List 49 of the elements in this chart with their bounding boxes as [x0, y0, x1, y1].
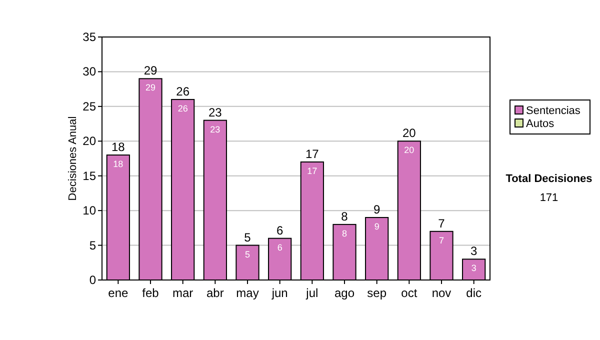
y-tick-label: 20: [82, 134, 96, 148]
text: Total Decisiones: [506, 173, 592, 185]
x-tick-label: jun: [270, 286, 288, 300]
text: 171: [540, 192, 558, 204]
total-label: 9: [373, 202, 380, 217]
data-label: 20: [404, 145, 414, 156]
data-label: 5: [244, 249, 250, 260]
total-label: 17: [305, 146, 320, 161]
data-label: 26: [178, 103, 188, 114]
data-label: 9: [374, 222, 380, 232]
total-label: 7: [438, 216, 446, 230]
x-tick-label: may: [236, 286, 259, 300]
x-tick-label: ago: [334, 286, 355, 300]
total-label: 20: [402, 126, 416, 140]
total-label: 6: [276, 223, 284, 238]
data-label: 29: [145, 82, 156, 93]
total-label: 3: [470, 244, 478, 258]
y-axis-title: Decisiones Anual: [67, 116, 79, 201]
total-label: 29: [144, 64, 158, 78]
data-label: 23: [210, 124, 220, 134]
data-label: 6: [277, 242, 282, 252]
data-label: 17: [307, 166, 318, 176]
y-tick-label: 5: [89, 238, 96, 252]
x-tick-label: ene: [108, 286, 128, 300]
y-tick-label: 15: [82, 168, 96, 183]
data-label: 7: [438, 235, 444, 246]
x-tick-label: dic: [466, 286, 482, 300]
y-tick-label: 0: [89, 273, 96, 287]
x-tick-label: jul: [305, 286, 318, 300]
x-tick-label: abr: [206, 286, 224, 300]
y-tick-label: 10: [82, 204, 96, 218]
y-tick-label: 35: [82, 30, 96, 44]
y-tick-label: 25: [82, 99, 96, 114]
total-label: 26: [176, 84, 190, 98]
x-tick-label: mar: [172, 286, 194, 300]
x-tick-label: oct: [401, 286, 418, 300]
legend-label: Sentencias: [526, 105, 581, 117]
x-tick-label: nov: [432, 286, 452, 300]
data-label: 3: [471, 263, 476, 274]
data-label: 8: [342, 228, 348, 238]
total-label: 5: [244, 230, 252, 244]
x-tick-label: sep: [367, 286, 387, 300]
total-label: 8: [341, 209, 348, 224]
x-tick-label: feb: [142, 286, 160, 300]
legend-label: Autos: [526, 118, 555, 130]
data-label: 18: [113, 159, 124, 170]
total-label: 18: [111, 140, 126, 154]
y-tick-label: 30: [82, 64, 96, 79]
total-label: 23: [208, 105, 222, 120]
